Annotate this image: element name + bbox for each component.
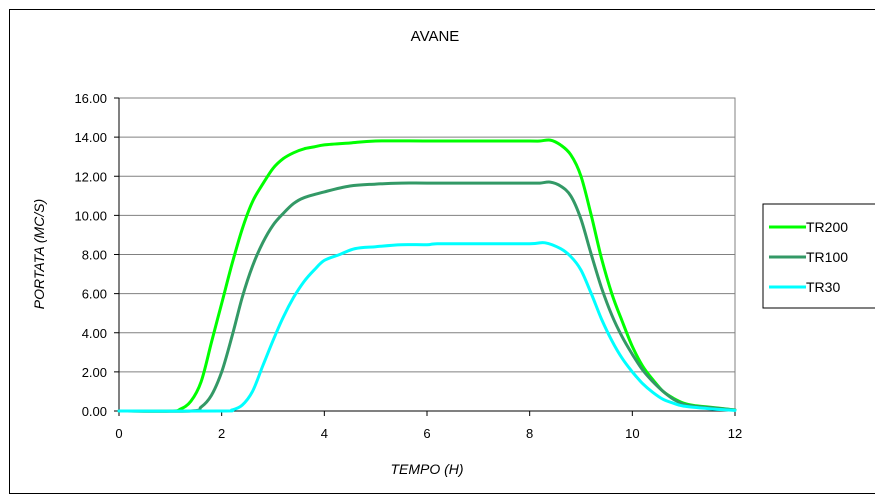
y-tick-label: 8.00 [82, 248, 107, 263]
x-axis-label: TEMPO (H) [390, 461, 463, 477]
series-line-tr30 [117, 241, 737, 413]
legend-label-tr30: TR30 [806, 279, 840, 295]
y-tick-label: 6.00 [82, 287, 107, 302]
chart-title: AVANE [411, 28, 460, 45]
x-tick-label: 6 [423, 426, 430, 441]
x-tick-label: 12 [728, 426, 742, 441]
y-axis-label: PORTATA (MC/S) [31, 199, 47, 309]
x-tick-label: 4 [321, 426, 328, 441]
legend-label-tr100: TR100 [806, 249, 848, 265]
series-line-tr100 [117, 180, 737, 413]
y-tick-labels: 0.00 2.00 4.00 6.00 8.00 10.00 12.00 14.00 16.00 [74, 91, 119, 419]
y-tick-label: 4.00 [82, 326, 107, 341]
y-tick-label: 0.00 [82, 404, 107, 419]
x-tick-labels: 0 2 4 6 8 10 12 [115, 411, 742, 441]
legend-label-tr200: TR200 [806, 219, 848, 235]
series-lines [117, 138, 737, 413]
y-tick-label: 10.00 [74, 208, 107, 223]
y-tick-label: 14.00 [74, 130, 107, 145]
y-tick-label: 12.00 [74, 169, 107, 184]
x-tick-label: 2 [218, 426, 225, 441]
x-tick-label: 10 [625, 426, 639, 441]
y-tick-label: 16.00 [74, 91, 107, 106]
x-tick-label: 8 [526, 426, 533, 441]
series-line-tr200 [117, 138, 737, 413]
legend: TR200 TR100 TR30 [762, 203, 875, 309]
x-tick-label: 0 [115, 426, 122, 441]
y-tick-label: 2.00 [82, 365, 107, 380]
